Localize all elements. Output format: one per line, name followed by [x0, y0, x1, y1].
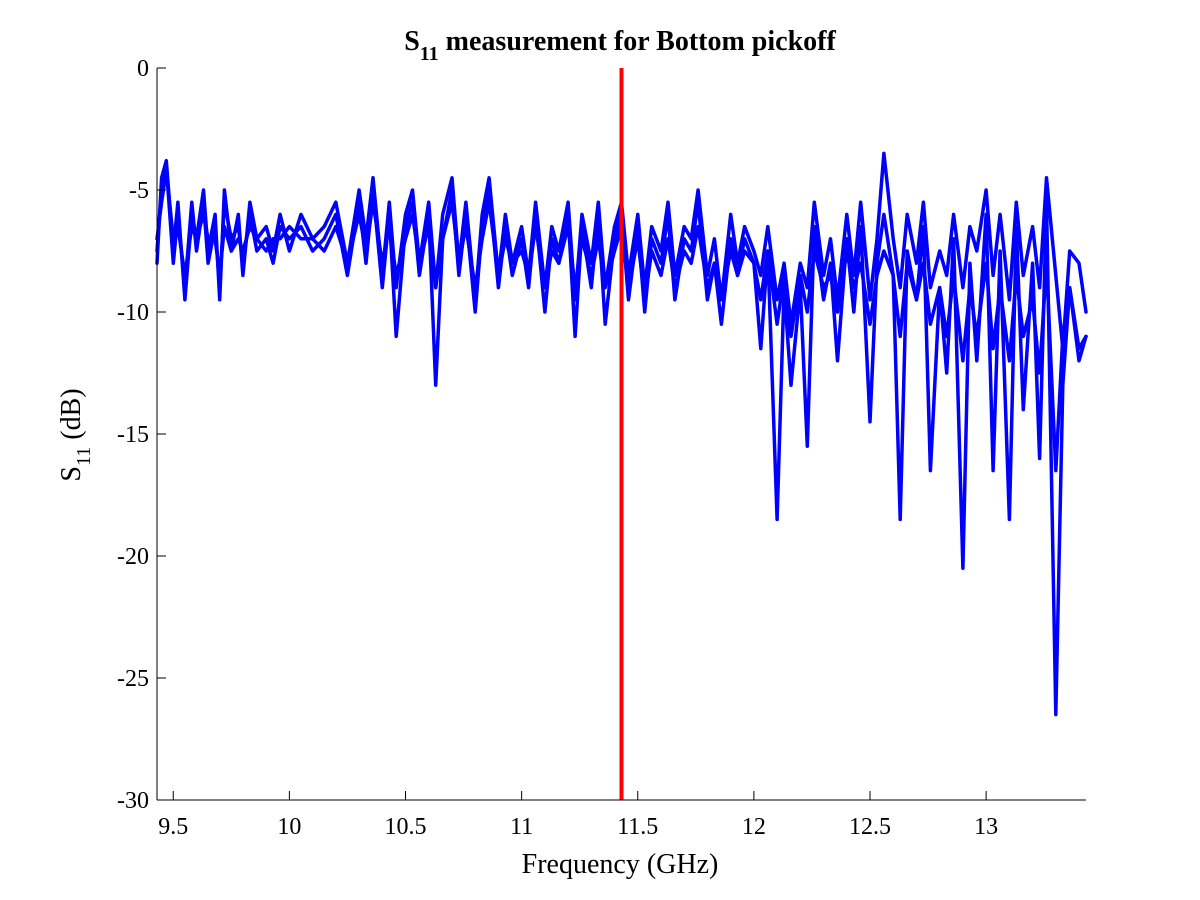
x-tick-label: 13 — [974, 814, 998, 840]
y-tick-label: -15 — [117, 422, 149, 448]
y-axis-title: S11 (dB) — [56, 388, 95, 481]
x-tick-label: 12.5 — [849, 814, 891, 840]
x-axis-title: Frequency (GHz) — [522, 849, 719, 880]
y-tick-label: 0 — [137, 56, 149, 82]
x-tick-label: 10 — [277, 814, 301, 840]
series-group — [155, 151, 1088, 717]
x-tick-label: 12 — [742, 814, 766, 840]
x-tick-label: 11.5 — [617, 814, 658, 840]
chart-title-rest: measurement for Bottom pickoff — [439, 26, 837, 57]
x-tick-label: 10.5 — [385, 814, 427, 840]
y-axis-title-rest: (dB) — [56, 388, 87, 446]
y-tick-label: -30 — [117, 788, 149, 814]
y-tick-label: -20 — [117, 544, 149, 570]
series-line-1 — [155, 151, 1088, 351]
chart-title-main: S — [404, 26, 420, 57]
x-tick-labels: 9.5 10 10.5 11 11.5 12 12.5 13 — [158, 791, 998, 840]
y-tick-label: -5 — [129, 178, 149, 204]
series-line-3 — [155, 168, 1088, 473]
chart-title-subscript: 11 — [420, 43, 439, 65]
y-tick-label: -25 — [117, 666, 149, 692]
y-tick-label: -10 — [117, 300, 149, 326]
x-tick-label: 11 — [510, 814, 533, 840]
y-axis-title-subscript: 11 — [73, 447, 95, 466]
chart-title: S11 measurement for Bottom pickoff — [404, 26, 836, 65]
y-tick-labels: 0 -5 -10 -15 -20 -25 -30 — [117, 56, 166, 814]
y-axis-title-main: S — [56, 466, 87, 482]
series-line-2 — [155, 163, 1088, 717]
x-tick-label: 9.5 — [158, 814, 188, 840]
